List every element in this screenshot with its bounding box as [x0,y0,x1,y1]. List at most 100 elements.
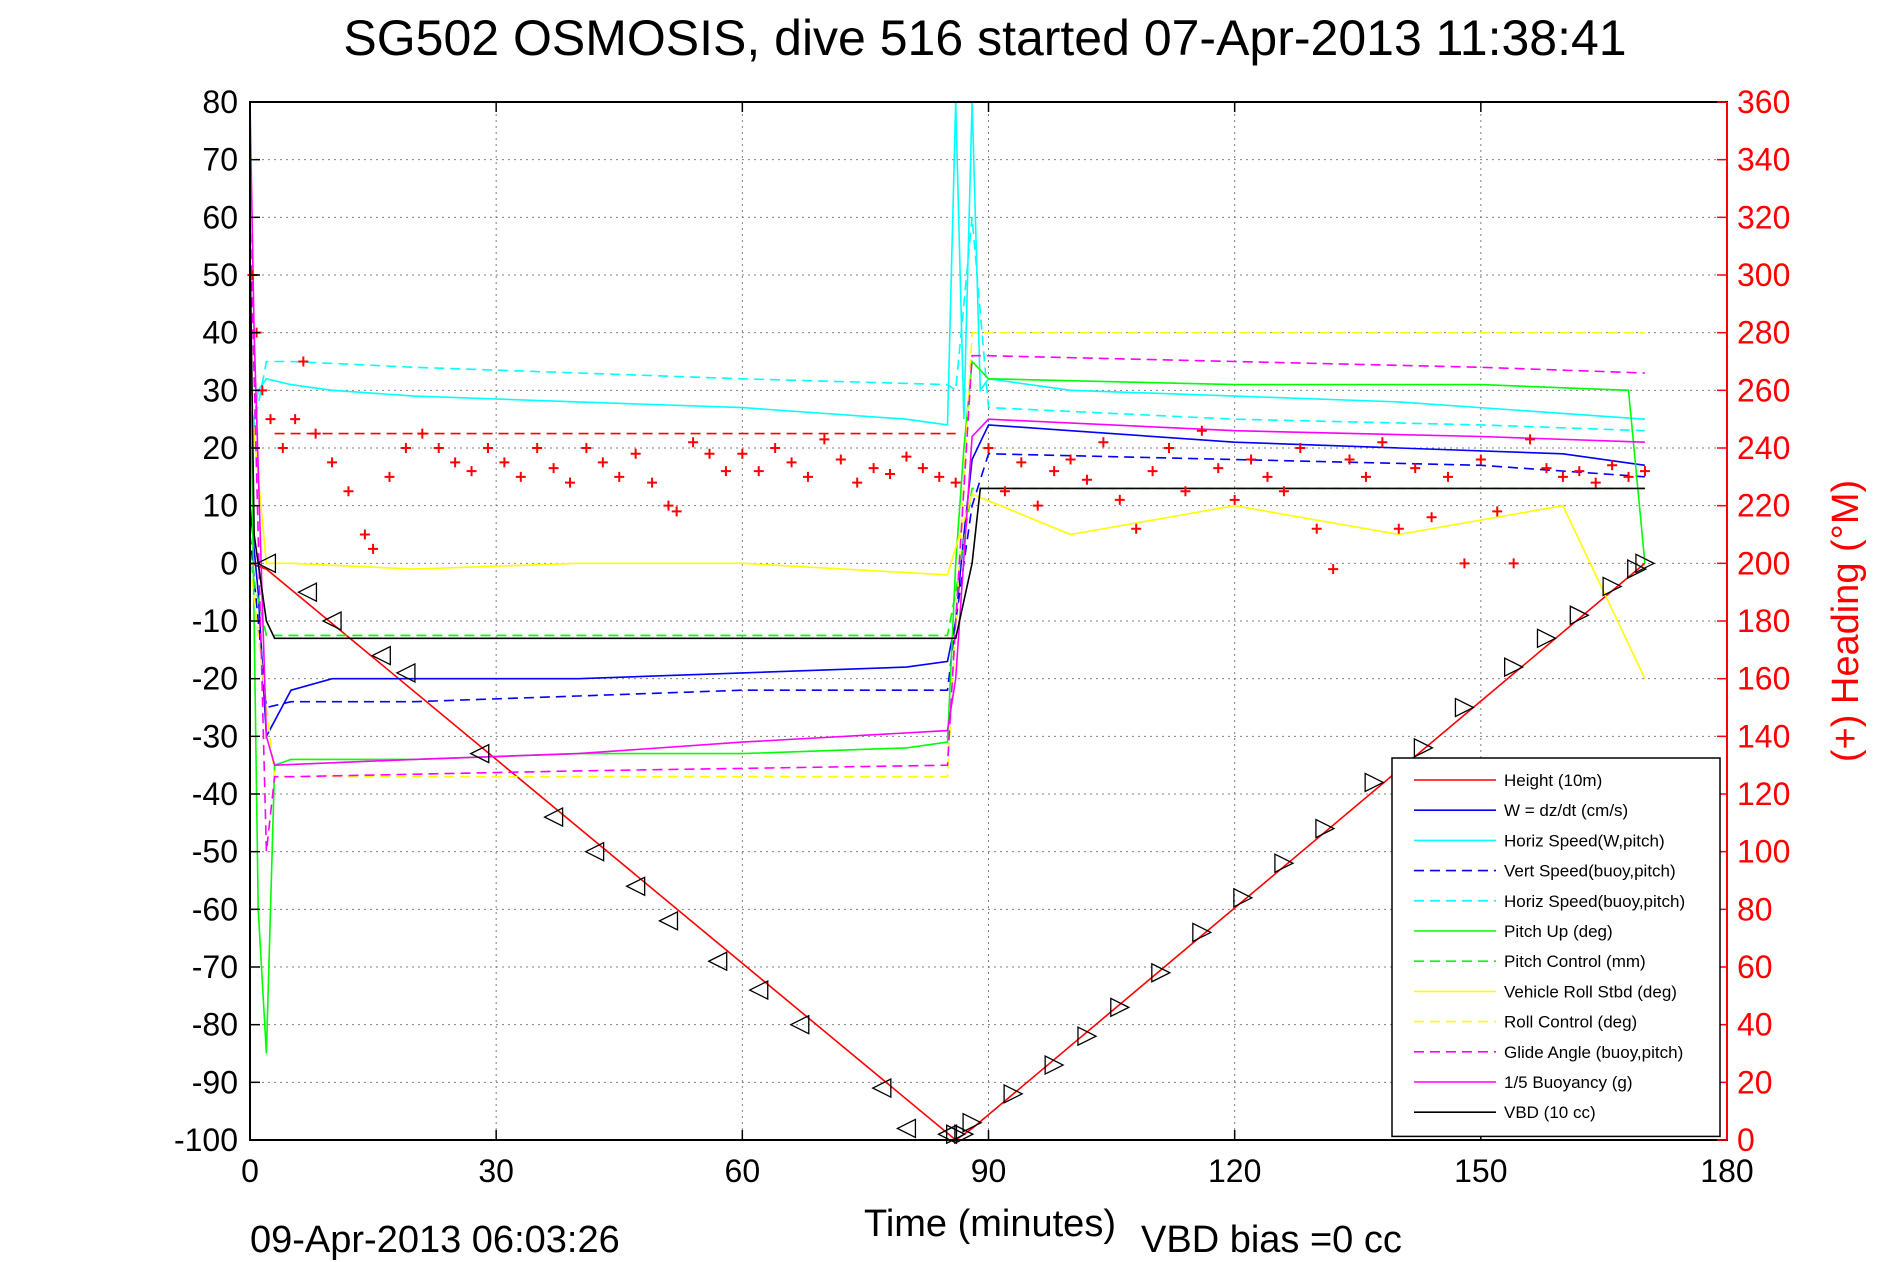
y-tick-label: 70 [202,142,238,178]
heading-point [671,506,682,517]
heading-point [368,543,379,554]
heading-point [1213,463,1224,474]
vbd-marker [255,553,277,574]
legend-entry: Glide Angle (buoy,pitch) [1504,1043,1683,1062]
heading-point [265,414,276,425]
y2-tick-label: 20 [1737,1064,1773,1100]
heading-point [499,457,510,468]
heading-point [310,428,321,439]
legend-entry: VBD (10 cc) [1504,1103,1596,1122]
vbd-marker [1077,1026,1098,1047]
heading-point [663,500,674,511]
y-tick-label: 50 [202,257,238,293]
vbd-marker [954,1124,975,1145]
legend: Height (10m) W = dz/dt (cm/s) Horiz Speed(… [1391,757,1721,1138]
heading-point [983,443,994,453]
heading-point [1098,437,1109,448]
heading-point [482,443,493,453]
series-line-10 [249,101,1645,767]
heading-point [1377,437,1388,448]
vbd-marker [1315,818,1336,839]
heading-point [1081,474,1092,485]
vbd-marker [962,1112,983,1133]
vbd-marker [748,980,769,1001]
y2-tick-label: 240 [1737,430,1790,466]
y-tick-label: -80 [192,1007,238,1043]
vbd-marker [321,610,342,632]
heading-point [704,448,715,459]
series-line-5 [249,332,1646,1054]
heading-point [1410,463,1421,474]
heading-point [1623,471,1634,482]
heading-point [548,463,559,474]
heading-point [384,471,395,482]
heading-point [1278,486,1289,497]
vbd-marker [937,1124,958,1145]
heading-point [450,457,461,468]
heading-point [1557,471,1568,482]
heading-point [1049,466,1060,477]
heading-point [1607,460,1618,471]
heading-point [515,471,526,482]
heading-point [950,477,961,488]
x-tick-label: 30 [478,1153,514,1189]
legend-entry: Vehicle Roll Stbd (deg) [1504,982,1677,1001]
heading-point [1180,486,1191,497]
heading-point [614,471,625,482]
vbd-marker [1635,553,1656,574]
y2-tick-label: 100 [1737,834,1790,870]
heading-point [835,454,846,465]
heading-point [917,463,928,474]
heading-point [819,434,830,445]
vbd-marker [1569,605,1590,626]
y-tick-label: 30 [202,372,238,408]
vbd-marker [1504,657,1525,678]
heading-point [1016,457,1027,468]
heading-point [802,471,813,482]
x-tick-label: 60 [725,1153,761,1189]
heading-point [1262,471,1273,482]
x-axis-label: Time (minutes) [864,1203,1116,1245]
heading-point [298,356,309,367]
heading-point [1426,512,1437,523]
heading-point [647,477,658,488]
legend-entry: Vert Speed(buoy,pitch) [1504,862,1676,881]
heading-point [327,457,338,468]
x-tick-label: 0 [241,1153,259,1189]
heading-point [1147,466,1158,477]
y2-tick-label: 200 [1737,545,1790,581]
vbd-marker [895,1118,917,1139]
vbd-marker [370,645,391,666]
y2-tick-label: 40 [1737,1007,1773,1043]
heading-point [1360,471,1371,482]
y2-tick-label: 60 [1737,949,1773,985]
vbd-marker [395,662,416,683]
heading-point [343,486,354,497]
heading-point [720,466,731,477]
legend-entry: 1/5 Buoyancy (g) [1504,1073,1633,1092]
y-tick-label: -60 [192,891,238,927]
vbd-marker [1413,737,1434,758]
heading-point [400,443,411,453]
heading-point [1639,466,1650,477]
chart-title: SG502 OSMOSIS, dive 516 started 07-Apr-2… [343,10,1626,66]
series-line-9 [249,217,1645,852]
vbd-marker [625,876,646,897]
heading-point [1311,523,1322,534]
vbd-marker [1044,1054,1065,1076]
vbd-marker [1454,697,1475,718]
heading-point [1344,454,1355,465]
y2-tick-label: 160 [1737,661,1790,697]
vbd-marker [584,841,605,862]
legend-box [1391,757,1721,1138]
y2-tick-label: 280 [1737,315,1790,351]
data-markers [247,270,1656,1145]
heading-point [1246,454,1257,465]
series-line-8 [249,331,1645,778]
series-line-4 [249,217,1645,449]
heading-point [1508,558,1519,569]
series-line-2 [249,101,1645,449]
heading-point [1114,494,1125,505]
y-tick-label: -50 [192,834,238,870]
heading-point [1590,477,1601,488]
